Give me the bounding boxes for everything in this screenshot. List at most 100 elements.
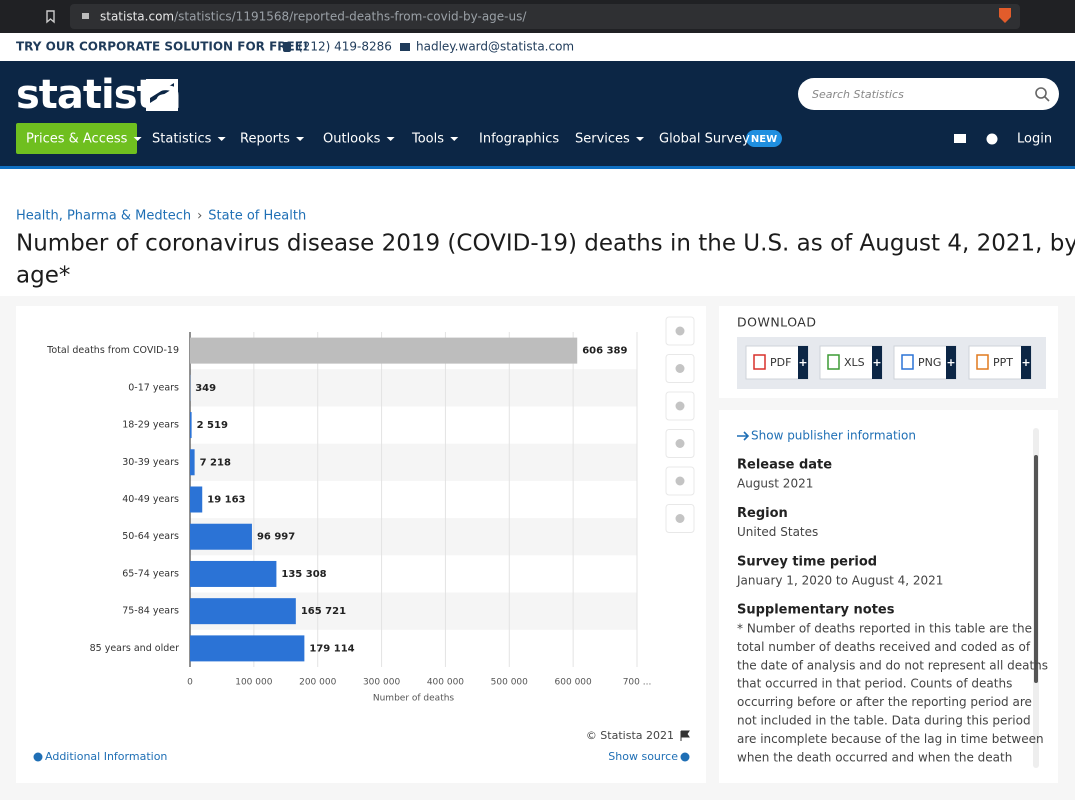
value-label: 165 721 <box>301 606 346 617</box>
bookmark-icon[interactable] <box>46 10 55 24</box>
file-icon <box>976 354 989 370</box>
bar <box>190 486 203 513</box>
caret <box>450 137 459 141</box>
ui: statista.com/statistics/1191568/reported… <box>16 10 1075 765</box>
bar <box>190 598 296 625</box>
file-icon <box>901 354 914 370</box>
y-tick-label: 50-64 years <box>122 531 179 542</box>
login[interactable]: Login <box>1017 132 1052 147</box>
search-icon[interactable] <box>1035 87 1047 99</box>
value-label: 7 218 <box>200 457 231 468</box>
row-stripe <box>190 369 637 407</box>
nav-item[interactable]: Reports <box>240 132 290 147</box>
brave-icon[interactable] <box>999 8 1011 23</box>
logo-mark <box>146 79 178 111</box>
promo: TRY OUR CORPORATE SOLUTION FOR FREE! <box>16 40 308 54</box>
nav-item[interactable]: Services <box>575 132 630 147</box>
page-title: age* <box>16 263 70 289</box>
x-tick-label: 600 000 <box>555 678 592 688</box>
notes-line: * Number of deaths reported in this tabl… <box>737 622 1032 636</box>
y-tick-label: Total deaths from COVID-19 <box>46 345 179 356</box>
search-icon-handle <box>1044 96 1050 102</box>
info-icon <box>33 752 43 762</box>
caret <box>217 137 226 141</box>
bar <box>190 523 252 550</box>
y-tick-label: 75-84 years <box>122 606 179 617</box>
lock-icon <box>82 13 89 19</box>
scroll-thumb[interactable] <box>1034 455 1038 683</box>
chart: 0 100 000 200 000 300 000 400 000 500 000 600 … <box>46 332 651 704</box>
nav-item[interactable]: Prices & Access <box>26 132 128 147</box>
title-area <box>0 169 1075 296</box>
new-badge <box>746 130 782 147</box>
new-badge-label: NEW <box>751 134 777 145</box>
notes-line: are incomplete because of the lag in tim… <box>737 732 1044 746</box>
plus-strip <box>946 346 956 379</box>
x-tick-label: 100 000 <box>235 678 272 688</box>
download-title: DOWNLOAD <box>737 315 817 330</box>
copyright: © Statista 2021 <box>586 729 674 742</box>
globe-icon[interactable] <box>986 133 998 145</box>
notes-line: occurring before or after the reporting … <box>737 695 1032 709</box>
notes-label: Supplementary notes <box>737 603 895 618</box>
caret <box>296 137 305 141</box>
field-value: January 1, 2020 to August 4, 2021 <box>736 574 943 588</box>
y-tick-label: 18-29 years <box>122 420 179 431</box>
x-tick-label: 200 000 <box>299 678 336 688</box>
value-label: 135 308 <box>281 569 326 580</box>
file-icon <box>827 354 840 370</box>
header-border <box>0 166 1075 169</box>
field-value: August 2021 <box>737 477 813 491</box>
nav-item[interactable]: Statistics <box>152 132 212 147</box>
nav-item[interactable]: Global Survey <box>659 132 750 147</box>
nav-item[interactable]: Outlooks <box>323 132 381 147</box>
top-strip <box>0 33 1075 61</box>
download-format: XLS <box>844 356 865 369</box>
mail-icon[interactable] <box>954 134 966 143</box>
phone-icon <box>283 42 291 52</box>
notes-line: that occurred in that period. Counts of … <box>737 677 1012 691</box>
nav-item[interactable]: Tools <box>411 132 444 147</box>
phone: (212) 419-8286 <box>298 40 392 54</box>
tool-icon <box>675 476 685 486</box>
plus: + <box>872 356 881 369</box>
value-label: 349 <box>195 383 216 394</box>
x-axis-label: Number of deaths <box>373 694 455 704</box>
caret <box>636 137 645 141</box>
show-source[interactable]: Show source <box>608 750 678 763</box>
value-label: 179 114 <box>309 643 354 654</box>
caret <box>133 137 142 141</box>
info-icon <box>680 752 690 762</box>
nav-item[interactable]: Infographics <box>479 132 559 147</box>
publisher-link[interactable]: Show publisher information <box>751 429 916 443</box>
search-box[interactable] <box>798 78 1059 110</box>
notes-line: total number of deaths received and code… <box>737 640 1031 654</box>
plus: + <box>946 356 955 369</box>
mail-icon-small <box>400 43 410 51</box>
download-format: PPT <box>993 356 1013 369</box>
additional-info[interactable]: Additional Information <box>45 750 167 763</box>
y-tick-label: 40-49 years <box>122 494 179 505</box>
prices-button[interactable] <box>16 123 137 154</box>
tool-icon <box>675 514 685 523</box>
x-tick-label: 0 <box>187 678 193 688</box>
search-placeholder[interactable]: Search Statistics <box>812 88 904 101</box>
x-tick-label: 300 000 <box>363 678 400 688</box>
field-label: Release date <box>737 458 832 473</box>
field-label: Region <box>737 506 788 521</box>
page-title: Number of coronavirus disease 2019 (COVI… <box>16 231 1075 257</box>
breadcrumb-item[interactable]: Health, Pharma & Medtech <box>16 209 191 224</box>
y-tick-label: 85 years and older <box>90 643 179 654</box>
logo: statista <box>16 72 181 118</box>
url-bar[interactable] <box>70 4 1020 29</box>
plus-strip <box>798 346 808 379</box>
email: hadley.ward@statista.com <box>416 40 574 54</box>
tool-icon <box>675 364 685 373</box>
caret <box>386 137 395 141</box>
breadcrumb-item[interactable]: State of Health <box>208 209 306 224</box>
bar <box>190 449 195 476</box>
value-label: 2 519 <box>197 420 228 431</box>
notes-line: not included in the table. Data during t… <box>737 714 1031 728</box>
